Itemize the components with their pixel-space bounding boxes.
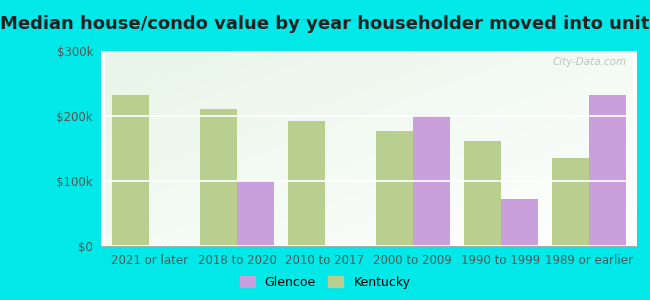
Legend: Glencoe, Kentucky: Glencoe, Kentucky (235, 271, 415, 294)
Bar (112, 95, 149, 246)
Bar (464, 141, 500, 246)
Bar (200, 110, 237, 246)
Bar (288, 121, 325, 246)
Text: Median house/condo value by year householder moved into unit: Median house/condo value by year househo… (0, 15, 650, 33)
Text: City-Data.com: City-Data.com (552, 57, 626, 67)
Bar (376, 131, 413, 246)
Bar (413, 116, 450, 246)
Bar (589, 95, 625, 246)
Bar (237, 181, 274, 246)
Bar (500, 199, 538, 246)
Bar (552, 158, 589, 246)
